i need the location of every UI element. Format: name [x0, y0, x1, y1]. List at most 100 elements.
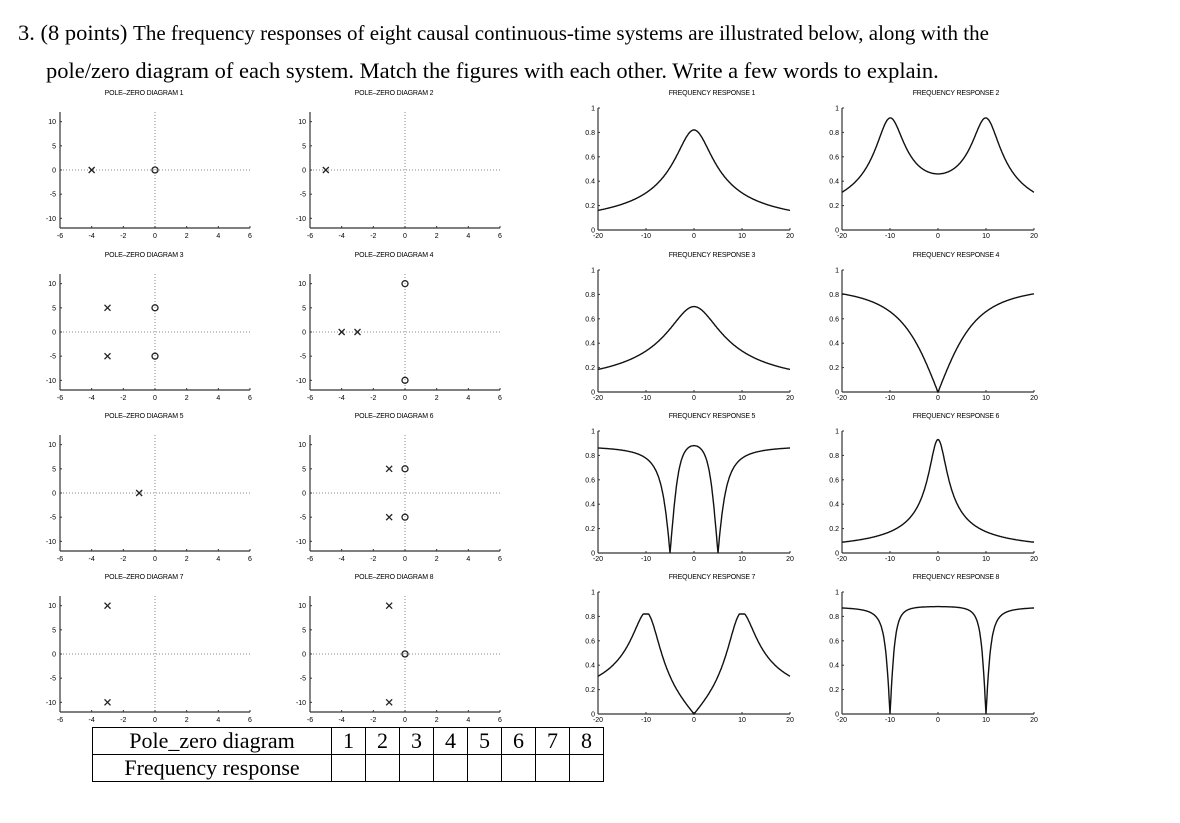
svg-text:-10: -10 — [296, 539, 306, 546]
answer-cell-7[interactable] — [535, 754, 570, 782]
pz-title: POLE–ZERO DIAGRAM 8 — [354, 574, 434, 581]
svg-text:0: 0 — [936, 556, 940, 563]
question-line2: pole/zero diagram of each system. Match … — [46, 58, 939, 83]
svg-text:5: 5 — [52, 627, 56, 634]
svg-text:10: 10 — [982, 395, 990, 402]
pole-zero-diagram-6: POLE–ZERO DIAGRAM 6 -6 -4 -2 0 2 4 6 10 5 0 -5 -10 — [278, 413, 510, 563]
svg-text:0: 0 — [153, 717, 157, 724]
pole-zero-diagram-7: POLE–ZERO DIAGRAM 7 -6 -4 -2 0 2 4 6 10 5 0 -5 -10 — [28, 574, 260, 724]
col-5: 5 — [467, 727, 502, 755]
answer-cell-4[interactable] — [433, 754, 468, 782]
svg-text:-6: -6 — [307, 556, 313, 563]
svg-text:5: 5 — [52, 143, 56, 150]
svg-text:0.8: 0.8 — [829, 453, 839, 460]
svg-text:-10: -10 — [46, 378, 56, 385]
fr-title: FREQUENCY RESPONSE 5 — [668, 413, 756, 420]
answer-cell-2[interactable] — [365, 754, 400, 782]
svg-text:0: 0 — [936, 717, 940, 724]
answer-cell-8[interactable] — [569, 754, 604, 782]
pole-zero-diagram-5: POLE–ZERO DIAGRAM 5 -6 -4 -2 0 2 4 6 10 5 0 -5 -10 — [28, 413, 260, 563]
pz-title: POLE–ZERO DIAGRAM 4 — [354, 252, 434, 259]
svg-text:2: 2 — [185, 233, 189, 240]
col-1: 1 — [331, 727, 366, 755]
pz-title: POLE–ZERO DIAGRAM 3 — [104, 252, 184, 259]
svg-text:2: 2 — [435, 233, 439, 240]
svg-text:4: 4 — [216, 717, 220, 724]
pole-zero-diagram-4: POLE–ZERO DIAGRAM 4 -6 -4 -2 0 2 4 6 10 5 0 -5 -10 — [278, 252, 510, 402]
svg-text:0: 0 — [692, 717, 696, 724]
svg-text:-6: -6 — [57, 717, 63, 724]
svg-text:5: 5 — [302, 143, 306, 150]
svg-text:0.6: 0.6 — [829, 154, 839, 161]
svg-text:0: 0 — [591, 390, 595, 397]
svg-text:0: 0 — [302, 652, 306, 659]
svg-text:0: 0 — [302, 330, 306, 337]
svg-text:0: 0 — [692, 233, 696, 240]
svg-text:-20: -20 — [593, 556, 603, 563]
svg-text:10: 10 — [298, 281, 306, 288]
svg-text:2: 2 — [185, 717, 189, 724]
row-label-frequency: Frequency response — [92, 754, 332, 782]
svg-text:0.6: 0.6 — [585, 477, 595, 484]
svg-text:2: 2 — [435, 717, 439, 724]
svg-text:2: 2 — [185, 556, 189, 563]
answer-cell-6[interactable] — [501, 754, 536, 782]
question-number: 3. — [18, 20, 35, 45]
svg-text:0: 0 — [936, 395, 940, 402]
svg-text:0.6: 0.6 — [829, 477, 839, 484]
fr-title: FREQUENCY RESPONSE 1 — [668, 90, 756, 97]
svg-text:2: 2 — [435, 395, 439, 402]
svg-text:0.8: 0.8 — [829, 614, 839, 621]
svg-text:0.2: 0.2 — [829, 526, 839, 533]
svg-text:4: 4 — [466, 395, 470, 402]
pole-zero-diagram-3: POLE–ZERO DIAGRAM 3 -6 -4 -2 0 2 4 6 10 5 0 -5 -10 — [28, 252, 260, 402]
svg-text:0.4: 0.4 — [829, 179, 839, 186]
svg-text:-10: -10 — [46, 539, 56, 546]
svg-text:0.8: 0.8 — [829, 130, 839, 137]
svg-text:10: 10 — [738, 556, 746, 563]
svg-text:-5: -5 — [300, 676, 306, 683]
svg-text:0: 0 — [692, 556, 696, 563]
svg-text:1: 1 — [835, 106, 839, 113]
answer-cell-3[interactable] — [399, 754, 434, 782]
fr-title: FREQUENCY RESPONSE 8 — [912, 574, 1000, 581]
svg-text:-20: -20 — [593, 233, 603, 240]
svg-text:-2: -2 — [370, 233, 376, 240]
svg-text:-10: -10 — [296, 378, 306, 385]
frequency-response-8: FREQUENCY RESPONSE 8 -20 -10 0 10 20 1 0.8 0.6 0.… — [822, 574, 1054, 724]
svg-text:-6: -6 — [307, 233, 313, 240]
question-text: 3. (8 points) The frequency responses of… — [18, 14, 1168, 89]
svg-text:0: 0 — [591, 228, 595, 235]
svg-text:6: 6 — [248, 556, 252, 563]
svg-text:5: 5 — [302, 305, 306, 312]
svg-text:0.4: 0.4 — [585, 179, 595, 186]
svg-text:0.4: 0.4 — [829, 502, 839, 509]
svg-text:0: 0 — [591, 712, 595, 719]
svg-text:10: 10 — [298, 442, 306, 449]
svg-text:-6: -6 — [307, 395, 313, 402]
svg-text:0: 0 — [936, 233, 940, 240]
svg-text:0.2: 0.2 — [585, 203, 595, 210]
svg-text:20: 20 — [786, 717, 794, 724]
svg-text:-4: -4 — [89, 233, 95, 240]
svg-text:20: 20 — [786, 395, 794, 402]
pole-zero-diagram-2: POLE–ZERO DIAGRAM 2 -6 -4 -2 0 2 4 6 10 5 0 -5 -10 — [278, 90, 510, 240]
svg-text:-10: -10 — [885, 233, 895, 240]
col-6: 6 — [501, 727, 536, 755]
table-row-pole-zero: Pole_zero diagram 1 2 3 4 5 6 7 8 — [92, 727, 604, 755]
svg-text:4: 4 — [466, 717, 470, 724]
svg-text:-5: -5 — [50, 354, 56, 361]
svg-text:-20: -20 — [593, 395, 603, 402]
svg-text:0.6: 0.6 — [585, 638, 595, 645]
svg-text:6: 6 — [248, 717, 252, 724]
svg-text:5: 5 — [52, 305, 56, 312]
svg-text:0: 0 — [403, 395, 407, 402]
svg-text:0: 0 — [52, 491, 56, 498]
svg-text:5: 5 — [302, 627, 306, 634]
svg-text:2: 2 — [185, 395, 189, 402]
answer-cell-5[interactable] — [467, 754, 502, 782]
answer-cell-1[interactable] — [331, 754, 366, 782]
svg-text:-2: -2 — [120, 233, 126, 240]
svg-text:-4: -4 — [89, 395, 95, 402]
col-8: 8 — [569, 727, 604, 755]
